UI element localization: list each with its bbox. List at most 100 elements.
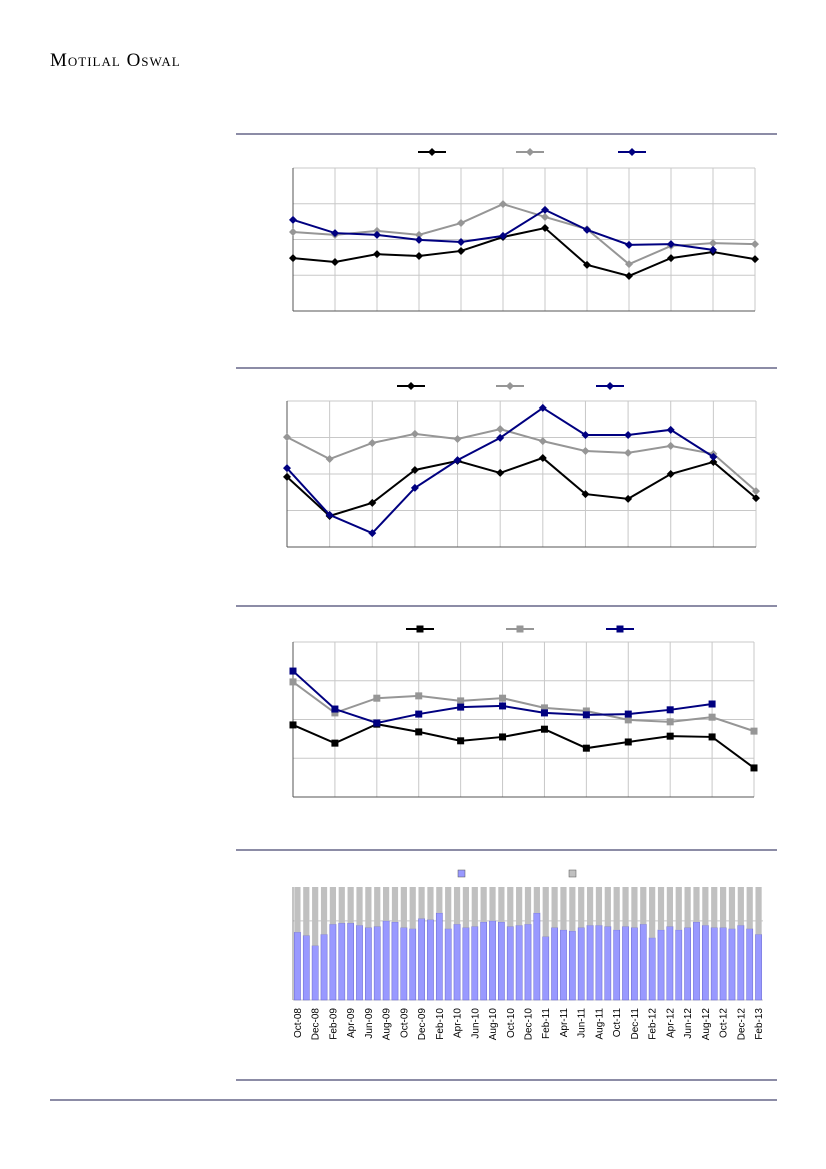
bar-segment bbox=[560, 887, 567, 930]
marker bbox=[708, 713, 716, 721]
bar-segment bbox=[551, 927, 558, 1001]
marker bbox=[457, 238, 465, 247]
bar-segment bbox=[702, 925, 709, 1001]
bar-segment bbox=[719, 927, 727, 1001]
bar-segment bbox=[613, 929, 621, 1001]
bar-segment bbox=[649, 887, 656, 938]
marker bbox=[752, 487, 760, 496]
bar-segment bbox=[542, 887, 549, 937]
series-line bbox=[286, 456, 757, 518]
x-tick-label: Apr-12 bbox=[665, 1008, 676, 1038]
bar-segment bbox=[710, 927, 718, 1001]
marker bbox=[709, 239, 717, 248]
bar-segment bbox=[755, 887, 762, 935]
bar-segment bbox=[711, 887, 718, 928]
bar-segment bbox=[666, 926, 674, 1001]
marker bbox=[540, 704, 548, 712]
bar-segment bbox=[586, 925, 594, 1001]
marker bbox=[499, 231, 507, 240]
bar-segment bbox=[462, 927, 470, 1001]
bar-segment bbox=[506, 926, 514, 1001]
marker bbox=[289, 721, 297, 729]
bar-segment bbox=[294, 931, 301, 1001]
marker bbox=[416, 625, 424, 633]
bar-segment bbox=[311, 945, 319, 1001]
marker bbox=[526, 148, 534, 156]
bar-segment bbox=[719, 887, 727, 928]
marker bbox=[516, 625, 524, 633]
bar-segment bbox=[427, 919, 434, 1001]
marker bbox=[666, 441, 675, 450]
bar-segment bbox=[524, 887, 532, 925]
marker bbox=[410, 465, 419, 474]
marker bbox=[496, 433, 505, 442]
marker bbox=[583, 225, 591, 234]
series-line bbox=[292, 681, 755, 733]
marker bbox=[415, 728, 423, 736]
marker bbox=[606, 382, 614, 390]
marker bbox=[289, 254, 297, 263]
marker bbox=[541, 205, 549, 214]
bar-segment bbox=[737, 925, 745, 1001]
x-tick-label: Feb-13 bbox=[754, 1008, 765, 1040]
bar-segment bbox=[640, 887, 647, 925]
marker bbox=[373, 250, 381, 259]
marker bbox=[628, 148, 636, 156]
marker bbox=[538, 403, 547, 412]
bar-segment bbox=[383, 887, 390, 921]
marker bbox=[624, 494, 633, 503]
marker bbox=[415, 710, 423, 718]
marker bbox=[415, 692, 423, 700]
bar-segment bbox=[312, 887, 319, 946]
bar-segment bbox=[569, 887, 576, 932]
bar-segment bbox=[622, 887, 629, 927]
marker bbox=[581, 430, 590, 439]
bar-segment bbox=[675, 887, 682, 930]
bar-segment bbox=[560, 929, 567, 1001]
x-tick-label: Dec-12 bbox=[736, 1008, 747, 1041]
marker bbox=[667, 254, 675, 263]
marker bbox=[373, 230, 381, 239]
marker bbox=[415, 251, 423, 260]
marker bbox=[499, 702, 507, 710]
marker bbox=[581, 447, 590, 456]
series-line bbox=[292, 723, 755, 769]
marker bbox=[541, 224, 549, 233]
bar-segment bbox=[746, 928, 754, 1001]
bar-segment bbox=[498, 921, 505, 1001]
bar-segment bbox=[374, 887, 381, 927]
bar-segment bbox=[515, 925, 523, 1001]
bar-segment bbox=[320, 934, 328, 1001]
bar-segment bbox=[693, 887, 700, 923]
marker bbox=[457, 219, 465, 228]
marker bbox=[410, 429, 419, 438]
brand: Motilal Oswal bbox=[50, 50, 181, 71]
x-tick-label: Oct-09 bbox=[399, 1008, 410, 1038]
marker bbox=[624, 710, 632, 718]
x-tick-label: Jun-12 bbox=[683, 1008, 694, 1039]
bar-segment bbox=[737, 887, 744, 926]
marker bbox=[624, 738, 632, 746]
x-tick-label: Apr-11 bbox=[559, 1008, 570, 1038]
bar-segment bbox=[471, 887, 478, 927]
bar-segment bbox=[294, 887, 301, 933]
bar-segment bbox=[435, 912, 443, 1001]
x-tick-label: Oct-11 bbox=[612, 1008, 623, 1038]
marker bbox=[666, 706, 674, 714]
x-tick-label: Oct-12 bbox=[719, 1008, 730, 1038]
bar-segment bbox=[444, 928, 452, 1001]
bar-segment bbox=[542, 936, 550, 1001]
x-tick-label: Apr-10 bbox=[453, 1008, 464, 1038]
bar-segment bbox=[728, 887, 736, 929]
marker bbox=[499, 733, 507, 741]
series-line bbox=[292, 226, 756, 278]
bar-segment bbox=[524, 924, 532, 1001]
marker bbox=[625, 271, 633, 280]
bar-segment bbox=[462, 887, 470, 928]
bar-segment bbox=[338, 922, 346, 1001]
bar-segment bbox=[684, 927, 691, 1001]
marker bbox=[625, 260, 633, 269]
marker bbox=[331, 739, 339, 747]
bar-segment bbox=[693, 921, 700, 1001]
bar-segment bbox=[329, 924, 337, 1001]
